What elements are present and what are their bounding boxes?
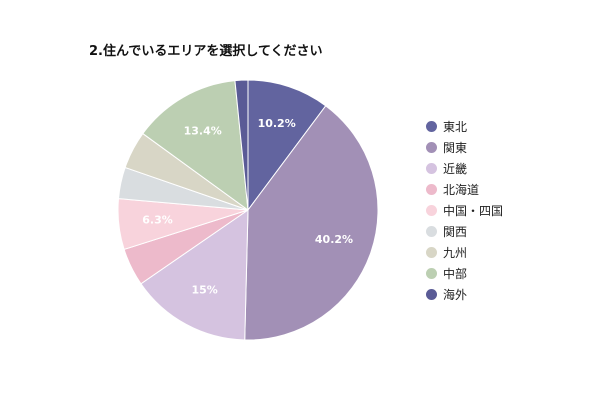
chart-title: 2.住んでいるエリアを選択してください [89,44,323,59]
legend-label: 中部 [443,267,468,281]
legend-item[interactable]: 中部 [426,263,503,284]
legend-item[interactable]: 九州 [426,242,503,263]
legend-label: 近畿 [443,162,468,176]
pie-slice-2 [140,209,249,341]
slice-label-2: 15% [191,284,217,297]
legend-item[interactable]: 東北 [426,116,503,137]
legend: 東北関東近畿北海道中国・四国関西九州中部海外 [426,116,503,305]
legend-item[interactable]: 北海道 [426,179,503,200]
legend-swatch [426,268,437,279]
legend-label: 中国・四国 [443,204,504,218]
legend-item[interactable]: 海外 [426,284,503,305]
legend-item[interactable]: 中国・四国 [426,200,503,221]
legend-swatch [426,205,437,216]
pie-slice-0 [247,79,327,212]
legend-item[interactable]: 関東 [426,137,503,158]
legend-label: 九州 [443,246,468,260]
slice-label-0: 10.2% [258,117,296,130]
legend-label: 関東 [443,141,468,155]
slice-label-4: 6.3% [142,213,173,226]
legend-swatch [426,142,437,153]
legend-swatch [426,289,437,300]
slice-label-1: 40.2% [315,233,353,246]
legend-label: 北海道 [443,183,480,197]
legend-item[interactable]: 近畿 [426,158,503,179]
pie-slice-8 [234,79,249,211]
legend-swatch [426,163,437,174]
slice-label-7: 13.4% [184,125,222,138]
legend-swatch [426,184,437,195]
pie-slice-1 [244,105,379,341]
legend-swatch [426,121,437,132]
legend-swatch [426,247,437,258]
pie-slice-7 [142,80,249,212]
legend-label: 海外 [443,288,468,302]
legend-item[interactable]: 関西 [426,221,503,242]
legend-swatch [426,226,437,237]
legend-label: 関西 [443,225,468,239]
legend-label: 東北 [443,120,468,134]
